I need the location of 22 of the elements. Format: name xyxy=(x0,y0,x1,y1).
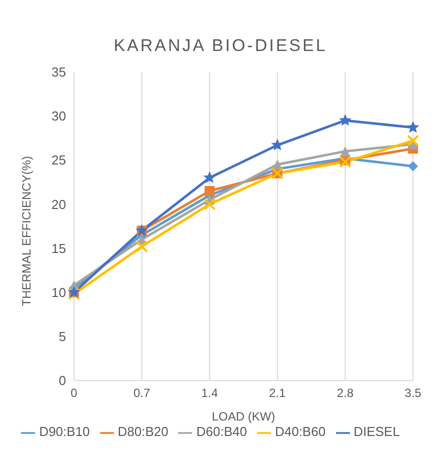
y-axis-title: THERMAL EFFICIENCY(%) xyxy=(19,156,34,306)
x-tick-label: 2.8 xyxy=(336,386,354,400)
legend-label: D40:B60 xyxy=(274,424,326,440)
y-tick-label: 35 xyxy=(52,64,66,80)
y-tick-label: 30 xyxy=(52,108,66,124)
y-tick-label: 10 xyxy=(52,284,66,300)
y-tick-label: 0 xyxy=(58,373,66,388)
y-tick-label: 20 xyxy=(52,196,66,212)
legend-label: D90:B10 xyxy=(39,424,90,440)
x-tick-label: 2.1 xyxy=(269,386,286,400)
x-axis-title: LOAD (KW) xyxy=(212,409,276,424)
legend-label: D60:B40 xyxy=(196,424,247,440)
y-tick-label: 5 xyxy=(58,328,66,344)
y-tick-label: 15 xyxy=(52,240,66,256)
x-tick-label: 1.4 xyxy=(201,386,218,400)
legend-label: DIESEL xyxy=(354,424,400,440)
x-tick-label: 3.5 xyxy=(404,386,422,400)
y-tick-label: 25 xyxy=(52,152,66,168)
chart-title: KARANJA BIO-DIESEL xyxy=(112,35,328,57)
x-tick-label: 0.7 xyxy=(133,386,150,400)
legend-label: D80:B20 xyxy=(118,424,168,440)
x-tick-label: 0 xyxy=(70,386,78,400)
